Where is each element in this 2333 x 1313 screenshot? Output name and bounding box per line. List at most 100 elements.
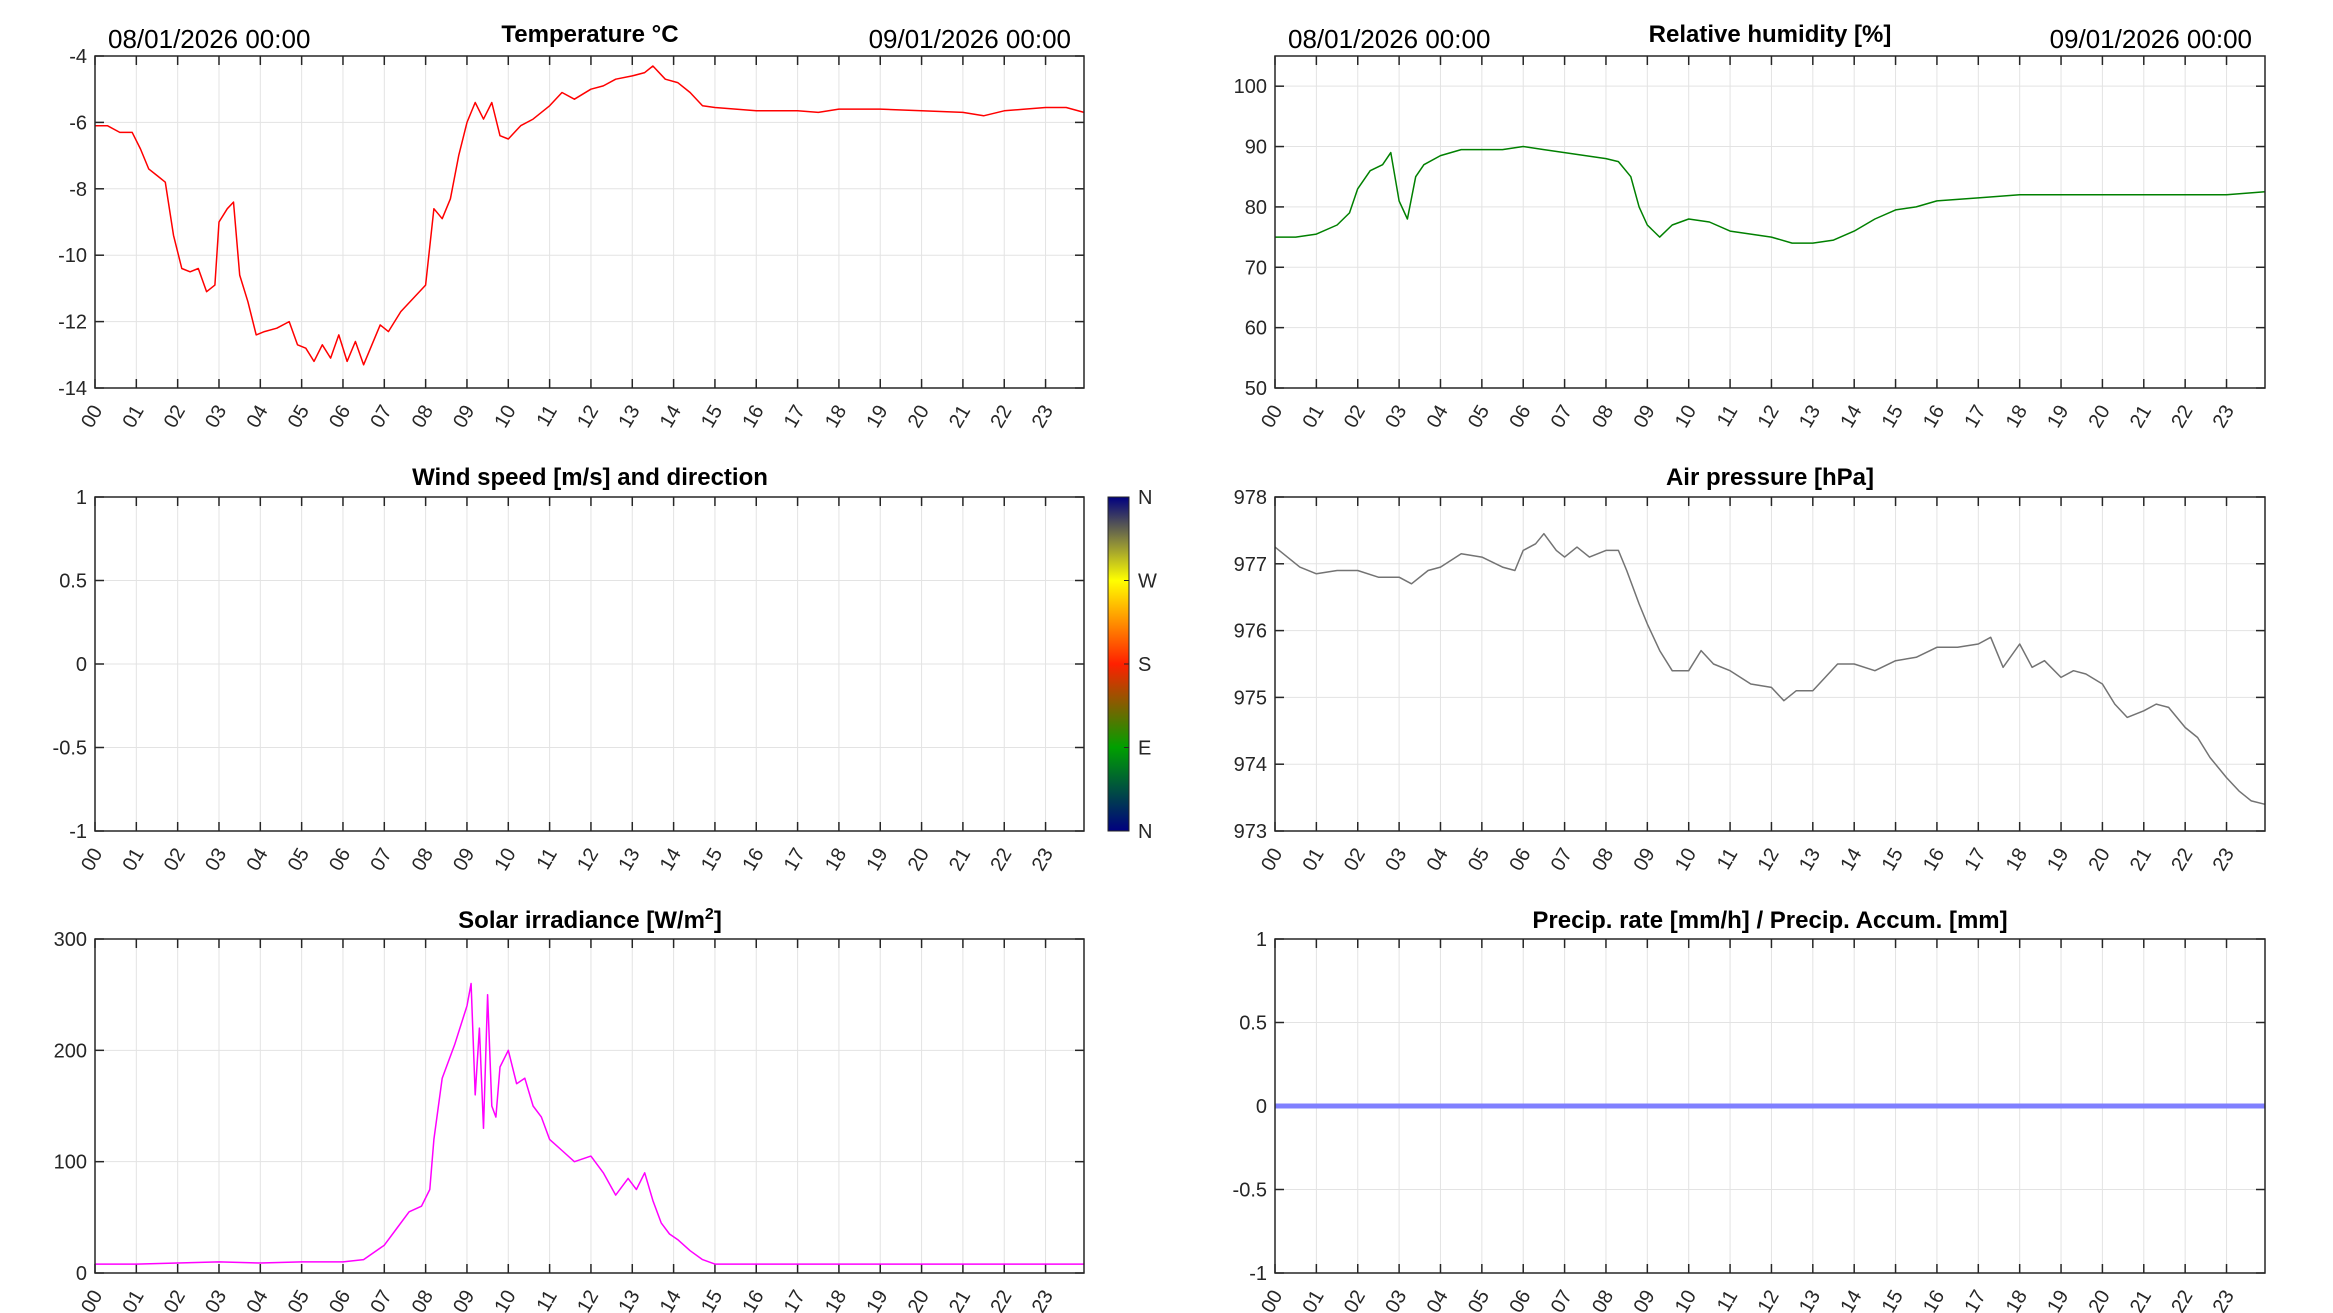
x-tick-label: 09 <box>1629 402 1659 432</box>
x-tick-label: 11 <box>533 1287 562 1313</box>
humidity-date-end: 09/01/2026 00:00 <box>2050 24 2252 54</box>
x-tick-label: 03 <box>201 402 231 432</box>
humidity-title: Relative humidity [%] <box>1649 21 1892 48</box>
x-tick-label: 18 <box>821 1287 851 1313</box>
x-tick-label: 20 <box>2085 1287 2115 1313</box>
x-tick-label: 20 <box>904 1287 934 1313</box>
x-tick-label: 12 <box>1754 402 1784 432</box>
x-tick-label: 21 <box>945 1287 975 1313</box>
x-tick-label: 12 <box>573 402 603 432</box>
solar-axes-frame <box>94 938 1085 1274</box>
x-tick-label: 19 <box>862 845 892 875</box>
solar-title-sup: 2 <box>705 906 714 923</box>
y-tick-label: 70 <box>1245 257 1267 279</box>
y-tick-label: -1 <box>69 821 87 843</box>
y-tick-label: 978 <box>1234 487 1267 509</box>
temperature-title: Temperature °C <box>501 21 678 48</box>
y-tick-label: -12 <box>58 312 87 334</box>
x-tick-label: 18 <box>2002 401 2032 431</box>
x-tick-label: 17 <box>1960 1287 1990 1313</box>
solar-series-line <box>95 982 1084 1265</box>
x-tick-label: 05 <box>284 402 314 432</box>
x-tick-label: 05 <box>1464 402 1494 432</box>
x-tick-label: 20 <box>2085 402 2115 432</box>
x-tick-label: 01 <box>118 402 148 432</box>
y-tick-label: -8 <box>69 179 87 201</box>
y-tick-label: -4 <box>69 46 87 68</box>
y-tick-label: 0.5 <box>59 571 87 593</box>
y-tick-label: 0.5 <box>1239 1013 1267 1035</box>
y-tick-label: -6 <box>69 112 87 134</box>
temperature-plot: 00 01 02 03 04 05 06 07 08 09 10 11 12 13 14 15 16 17 18 19… <box>58 46 1085 432</box>
x-tick-label: 02 <box>1340 845 1370 875</box>
x-tick-label: 11 <box>1713 1287 1742 1313</box>
x-tick-label: 13 <box>614 1287 644 1313</box>
x-tick-label: 12 <box>573 1287 603 1313</box>
colorbar-label: W <box>1138 571 1157 593</box>
y-tick-label: 90 <box>1245 137 1267 159</box>
x-tick-label: 23 <box>1028 402 1058 432</box>
x-tick-label: 02 <box>160 402 190 432</box>
x-tick-label: 17 <box>1960 402 1990 432</box>
x-tick-label: 02 <box>160 1287 190 1313</box>
x-tick-label: 06 <box>325 1287 355 1313</box>
x-tick-label: 02 <box>1340 402 1370 432</box>
x-tick-label: 00 <box>1257 1287 1287 1313</box>
x-tick-label: 20 <box>904 402 934 432</box>
x-tick-label: 23 <box>1028 845 1058 875</box>
x-tick-label: 15 <box>1878 402 1908 432</box>
x-tick-label: 20 <box>2085 845 2115 875</box>
x-tick-label: 16 <box>738 402 768 432</box>
x-tick-label: 10 <box>1671 845 1701 875</box>
x-tick-label: 18 <box>2002 844 2032 874</box>
x-tick-label: 04 <box>1423 1287 1453 1313</box>
precip-plot: 00 01 02 03 04 05 06 07 08 09 10 11 12 13 14 15 16 17 18 19… <box>1233 929 2266 1313</box>
humidity-date-start: 08/01/2026 00:00 <box>1288 24 1490 54</box>
x-tick-label: 10 <box>1671 402 1701 432</box>
x-tick-label: 23 <box>2209 1287 2239 1313</box>
x-tick-label: 04 <box>242 845 272 875</box>
x-tick-label: 06 <box>1505 1287 1535 1313</box>
y-tick-label: 1 <box>1256 929 1267 951</box>
x-tick-label: 20 <box>904 845 934 875</box>
x-tick-label: 22 <box>2167 402 2197 432</box>
x-tick-label: 16 <box>1919 1287 1949 1313</box>
x-tick-label: 01 <box>118 845 148 875</box>
x-tick-label: 15 <box>1878 845 1908 875</box>
temperature-axes-frame <box>94 55 1085 389</box>
x-tick-label: 01 <box>1299 845 1329 875</box>
wind-title: Wind speed [m/s] and direction <box>412 464 768 491</box>
x-tick-label: 17 <box>780 1287 810 1313</box>
x-tick-label: 09 <box>449 402 479 432</box>
x-tick-label: 16 <box>738 845 768 875</box>
y-tick-label: 976 <box>1234 621 1267 643</box>
y-tick-label: -1 <box>1249 1263 1267 1285</box>
x-tick-label: 09 <box>1629 1287 1659 1313</box>
humidity-axes-background <box>1275 56 2265 388</box>
y-tick-label: 300 <box>54 929 87 951</box>
x-tick-label: 07 <box>1547 845 1577 875</box>
x-tick-label: 04 <box>1423 845 1453 875</box>
pressure-title: Air pressure [hPa] <box>1666 464 1874 491</box>
x-tick-label: 08 <box>1588 402 1618 432</box>
x-tick-label: 02 <box>160 845 190 875</box>
x-tick-label: 01 <box>118 1287 148 1313</box>
x-tick-label: 13 <box>1795 402 1825 432</box>
x-tick-label: 13 <box>614 402 644 432</box>
x-tick-label: 06 <box>325 402 355 432</box>
y-tick-label: 100 <box>1234 76 1267 98</box>
x-tick-label: 16 <box>738 1287 768 1313</box>
x-tick-label: 09 <box>1629 845 1659 875</box>
y-tick-label: 974 <box>1234 754 1267 776</box>
x-tick-label: 23 <box>2209 402 2239 432</box>
temperature-axes-background <box>95 56 1084 388</box>
x-tick-label: 21 <box>2126 845 2156 875</box>
x-tick-label: 07 <box>366 845 396 875</box>
precip-axes-frame <box>1274 938 2266 1274</box>
x-tick-label: 22 <box>986 402 1016 432</box>
colorbar-label: N <box>1138 487 1152 509</box>
x-tick-label: 14 <box>656 845 686 875</box>
x-tick-label: 08 <box>1588 845 1618 875</box>
x-tick-label: 17 <box>780 402 810 432</box>
pressure-series-line <box>1274 532 2266 806</box>
